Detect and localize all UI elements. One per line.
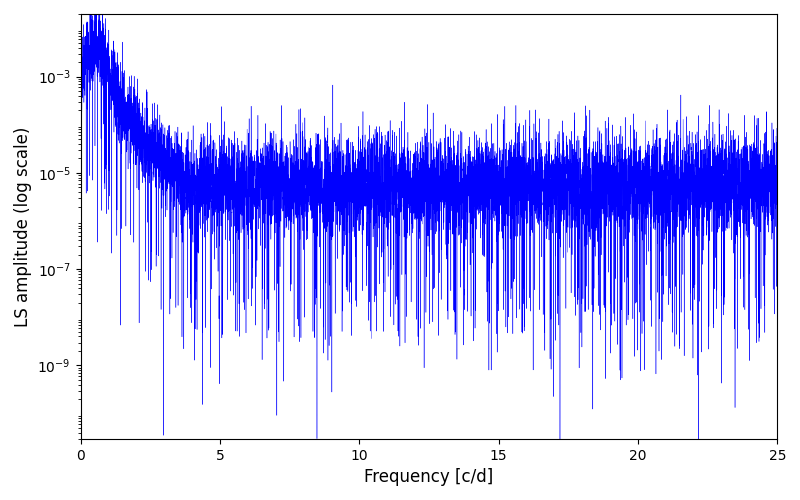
X-axis label: Frequency [c/d]: Frequency [c/d] <box>364 468 494 486</box>
Y-axis label: LS amplitude (log scale): LS amplitude (log scale) <box>14 126 32 326</box>
